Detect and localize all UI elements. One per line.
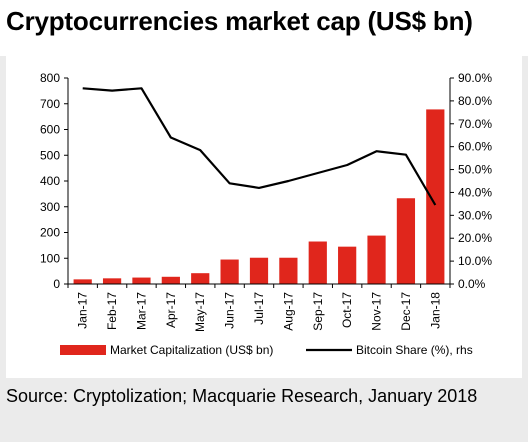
right-tick-label: 30.0%: [458, 208, 492, 222]
left-tick-label: 200: [40, 226, 60, 240]
bar: [220, 259, 239, 284]
right-tick-label: 10.0%: [458, 254, 492, 268]
x-tick-label: Mar-17: [134, 292, 148, 330]
source-note: Source: Cryptolization; Macquarie Resear…: [6, 386, 478, 406]
x-tick-label: Oct-17: [340, 292, 354, 328]
left-tick-label: 0: [53, 277, 60, 291]
left-tick-label: 500: [40, 148, 60, 162]
bar: [161, 276, 180, 284]
x-tick-label: Jan-17: [76, 292, 90, 329]
right-tick-label: 20.0%: [458, 231, 492, 245]
x-tick-label: Sep-17: [311, 292, 325, 331]
bar: [249, 257, 269, 284]
x-tick-label: Jun-17: [223, 292, 237, 329]
bar: [102, 278, 122, 284]
title-bar: Cryptocurrencies market cap (US$ bn): [0, 0, 528, 56]
bar: [426, 109, 445, 284]
right-tick-label: 60.0%: [458, 140, 492, 154]
x-tick-label: Nov-17: [370, 292, 384, 331]
left-tick-label: 800: [40, 71, 60, 85]
chart-title: Cryptocurrencies market cap (US$ bn): [6, 6, 473, 36]
right-axis: 0.0% 10.0% 20.0% 30.0% 40.0% 50.0% 60.0% 70.0% 8…: [449, 71, 492, 291]
x-tick-label: Apr-17: [164, 292, 178, 328]
x-tick-label: Jul-17: [252, 292, 266, 325]
left-tick-label: 300: [40, 200, 60, 214]
right-tick-label: 50.0%: [458, 163, 492, 177]
left-tick-label: 400: [40, 174, 60, 188]
legend: Market Capitalization (US$ bn) Bitcoin Sh…: [60, 343, 473, 357]
left-tick-label: 100: [40, 251, 60, 265]
legend-label-line: Bitcoin Share (%), rhs: [356, 343, 473, 357]
x-tick-label: Aug-17: [281, 292, 295, 331]
x-axis: Jan-17 Feb-17 Mar-17 Apr-17 May-17 Jun-17 Jul-…: [67, 283, 451, 332]
x-tick-label: Dec-17: [399, 292, 413, 331]
right-tick-label: 80.0%: [458, 94, 492, 108]
x-tick-label: Jan-18: [428, 292, 442, 329]
left-tick-label: 600: [40, 123, 60, 137]
legend-label-bar: Market Capitalization (US$ bn): [110, 343, 273, 357]
chart-svg: 0 100 200 300 400 500 600 700 800 0.0% 10.0% 20.0%…: [40, 71, 492, 357]
bar: [279, 257, 298, 284]
bar: [396, 198, 416, 284]
bar: [73, 279, 92, 284]
bitcoin-share-line: [82, 87, 437, 206]
bar: [338, 246, 357, 284]
bar: [191, 273, 210, 284]
line-series: [82, 87, 437, 206]
x-tick-label: May-17: [193, 292, 207, 332]
bar: [367, 235, 386, 284]
right-tick-label: 0.0%: [458, 277, 486, 291]
x-tick-label: Feb-17: [105, 292, 119, 330]
legend-swatch-bar: [60, 345, 106, 355]
bar: [132, 277, 151, 284]
left-tick-label: 700: [40, 97, 60, 111]
right-tick-label: 70.0%: [458, 117, 492, 131]
right-tick-label: 90.0%: [458, 71, 492, 85]
right-tick-label: 40.0%: [458, 185, 492, 199]
bar: [308, 241, 327, 284]
left-axis: 0 100 200 300 400 500 600 700 800: [40, 71, 69, 291]
chart-panel: 0 100 200 300 400 500 600 700 800 0.0% 10.0% 20.0%…: [6, 56, 522, 378]
bar-series: [73, 109, 445, 284]
